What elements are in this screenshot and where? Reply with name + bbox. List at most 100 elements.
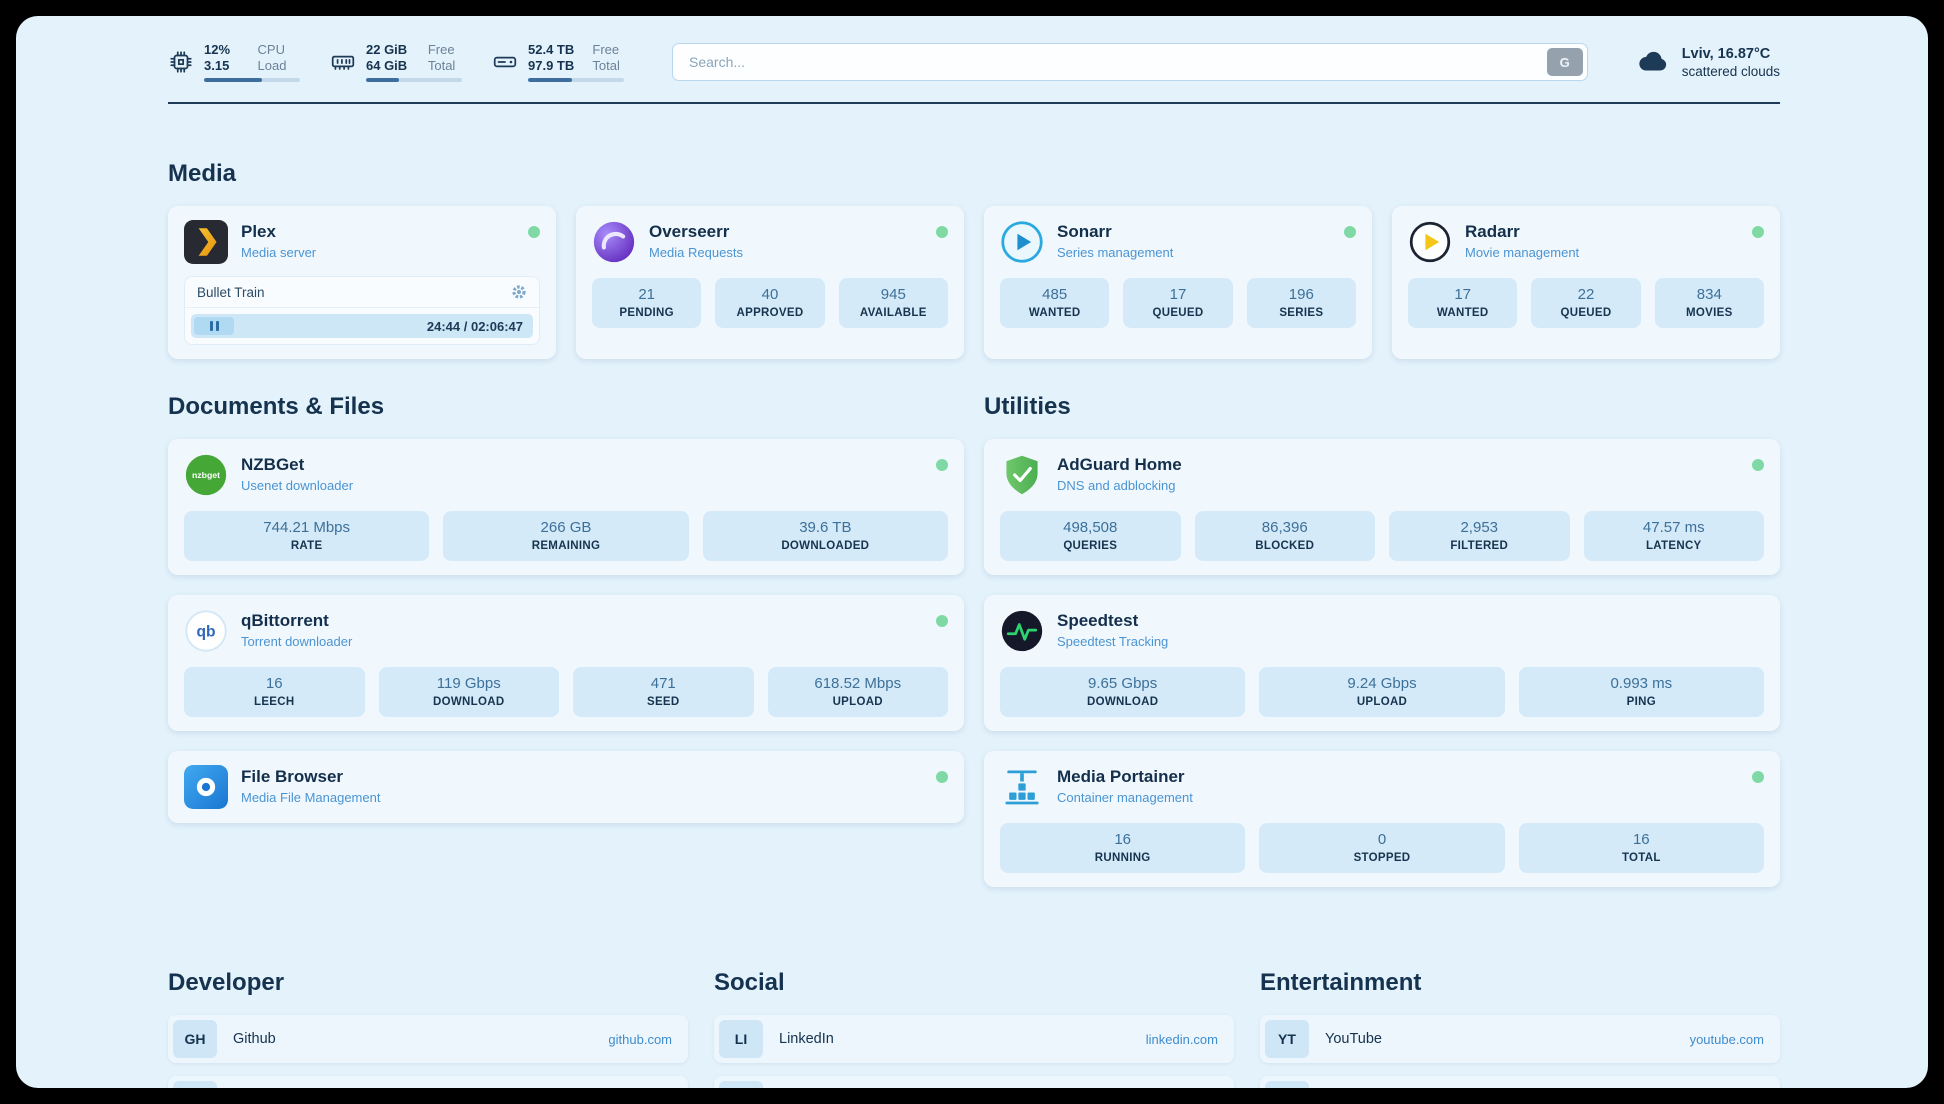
nzbget-app-link[interactable]: nzbget NZBGet Usenet downloader [184, 453, 948, 497]
app-name: Radarr [1465, 222, 1520, 241]
app-name: Plex [241, 222, 276, 241]
section-title-social: Social [714, 969, 785, 996]
section-title-utilities: Utilities [984, 393, 1071, 420]
weather-condition: scattered clouds [1681, 63, 1780, 79]
memory-usage-bar [366, 78, 462, 82]
portainer-app-link[interactable]: Media Portainer Container management [1000, 765, 1764, 809]
cpu-load-label: Load [257, 58, 287, 73]
filebrowser-app-link[interactable]: File Browser Media File Management [184, 765, 948, 809]
app-subtitle: Usenet downloader [241, 478, 354, 493]
disk-total-value: 97.9 TB [528, 58, 575, 73]
status-dot [936, 226, 948, 238]
app-name: Sonarr [1057, 222, 1112, 241]
app-name: NZBGet [241, 455, 305, 474]
search-bar: G [672, 43, 1588, 81]
stat-box: 21 PENDING [592, 278, 702, 328]
qbittorrent-app-link[interactable]: qb qBittorrent Torrent downloader [184, 609, 948, 653]
cpu-load-value: 3.15 [204, 58, 230, 73]
app-subtitle: Container management [1057, 790, 1193, 805]
plex-icon [184, 220, 228, 264]
overseerr-app-link[interactable]: Overseerr Media Requests [592, 220, 948, 264]
app-name: qBittorrent [241, 611, 329, 630]
app-name: Overseerr [649, 222, 730, 241]
stat-box: 47.57 ms LATENCY [1583, 511, 1764, 561]
memory-usage-fill [366, 78, 399, 82]
app-subtitle: Movie management [1465, 245, 1580, 260]
now-playing-title: Bullet Train [197, 284, 265, 300]
sonarr-app-link[interactable]: Sonarr Series management [1000, 220, 1356, 264]
bookmark-columns: Developer GH Github github.com SO StackO… [168, 969, 1780, 1088]
plex-app-link[interactable]: Plex Media server [184, 220, 540, 264]
bookmark-stackoverflow[interactable]: SO StackOverflow stackoverflow.com [168, 1076, 688, 1088]
stat-box: 2,953 FILTERED [1389, 511, 1570, 561]
app-card-adguard: AdGuard Home DNS and adblocking 498,508 … [984, 439, 1780, 575]
stat-box: 40 APPROVED [715, 278, 825, 328]
app-subtitle: Media File Management [241, 790, 381, 805]
search-input[interactable] [672, 43, 1588, 81]
bookmark-netflix[interactable]: NF Netflix netflix.com [1260, 1076, 1780, 1088]
section-title-entertainment: Entertainment [1260, 969, 1422, 996]
section-title-documents: Documents & Files [168, 393, 385, 420]
bookmark-twitter[interactable]: TW Twitter twitter.com [714, 1076, 1234, 1088]
memory-widget: 22 GiB Free 64 GiB Total [330, 42, 462, 82]
media-card-grid: Plex Media server Bullet Train [168, 206, 1780, 359]
weather-widget[interactable]: Lviv, 16.87°C scattered clouds [1636, 46, 1780, 79]
stat-box: 618.52 Mbps UPLOAD [767, 667, 948, 717]
stat-box: 0.993 ms PING [1518, 667, 1764, 717]
bookmark-abbr: TW [719, 1081, 763, 1088]
app-subtitle: Media Requests [649, 245, 743, 260]
stat-box: 834 MOVIES [1654, 278, 1764, 328]
pause-button[interactable] [194, 317, 234, 335]
bookmark-youtube[interactable]: YT YouTube youtube.com [1260, 1015, 1780, 1063]
playback-time: 24:44 / 02:06:47 [426, 318, 523, 334]
status-dot [936, 615, 948, 627]
bookmark-abbr: SO [173, 1081, 217, 1088]
bookmark-url[interactable]: youtube.com [1689, 1031, 1764, 1047]
disk-total-label: Total [592, 58, 620, 73]
adguard-app-link[interactable]: AdGuard Home DNS and adblocking [1000, 453, 1764, 497]
app-card-qbittorrent: qb qBittorrent Torrent downloader 16 LEE… [168, 595, 964, 731]
radarr-app-link[interactable]: Radarr Movie management [1408, 220, 1764, 264]
bookmark-url[interactable]: linkedin.com [1145, 1031, 1218, 1047]
app-subtitle: DNS and adblocking [1057, 478, 1176, 493]
app-card-radarr: Radarr Movie management 17 WANTED 22 QUE… [1392, 206, 1780, 359]
app-subtitle: Torrent downloader [241, 634, 353, 649]
documents-column: Documents & Files nzbget NZBGet Usenet d… [168, 393, 964, 843]
status-dot [528, 226, 540, 238]
disk-icon [492, 49, 518, 75]
bookmark-url[interactable]: github.com [608, 1031, 672, 1047]
app-card-nzbget: nzbget NZBGet Usenet downloader 744.21 M… [168, 439, 964, 575]
bookmark-linkedin[interactable]: LI LinkedIn linkedin.com [714, 1015, 1234, 1063]
stat-box: 9.65 Gbps DOWNLOAD [1000, 667, 1246, 717]
memory-free-label: Free [427, 42, 455, 57]
playback-progress-bar[interactable]: 24:44 / 02:06:47 [191, 314, 533, 338]
status-dot [1752, 459, 1764, 471]
search-engine-button[interactable]: G [1546, 48, 1583, 76]
stat-box: 498,508 QUERIES [1000, 511, 1181, 561]
plex-now-playing-widget: Bullet Train 24:44 / 02:06:47 [184, 276, 540, 345]
stat-box: 485 WANTED [1000, 278, 1110, 328]
bookmark-github[interactable]: GH Github github.com [168, 1015, 688, 1063]
app-name: Media Portainer [1057, 767, 1185, 786]
app-card-portainer: Media Portainer Container management 16 … [984, 751, 1780, 887]
cpu-label: CPU [257, 42, 285, 57]
stat-box: 16 RUNNING [1000, 823, 1246, 873]
cpu-percent: 12% [204, 42, 231, 57]
svg-text:qb: qb [196, 624, 215, 641]
stat-box: 119 Gbps DOWNLOAD [378, 667, 559, 717]
speedtest-app-link[interactable]: Speedtest Speedtest Tracking [1000, 609, 1764, 653]
bookmark-abbr: GH [173, 1020, 217, 1058]
disk-free-label: Free [592, 42, 620, 57]
app-subtitle: Speedtest Tracking [1057, 634, 1169, 649]
stat-box: 266 GB REMAINING [443, 511, 689, 561]
top-bar: 12% CPU 3.15 Load 22 GiB [168, 42, 1780, 82]
app-card-sonarr: Sonarr Series management 485 WANTED 17 Q… [984, 206, 1372, 359]
disk-usage-fill [528, 78, 573, 82]
stat-box: 17 QUEUED [1123, 278, 1233, 328]
app-card-plex: Plex Media server Bullet Train [168, 206, 556, 359]
stat-box: 22 QUEUED [1531, 278, 1641, 328]
entertainment-column: Entertainment YT YouTube youtube.com NF … [1260, 969, 1780, 1088]
settings-gear-icon[interactable] [511, 284, 527, 300]
svg-text:nzbget: nzbget [192, 470, 220, 480]
